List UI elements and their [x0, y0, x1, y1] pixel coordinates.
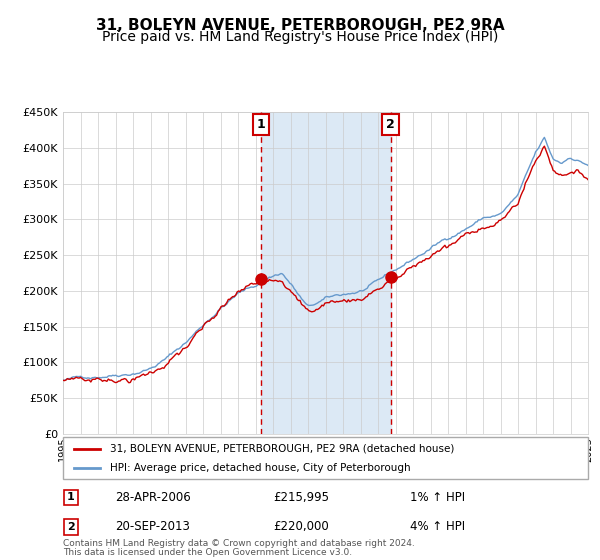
- Text: 2: 2: [386, 118, 395, 131]
- Text: 1: 1: [67, 492, 75, 502]
- Text: 2: 2: [67, 522, 75, 532]
- Bar: [261, 112, 391, 434]
- Text: 28-APR-2006: 28-APR-2006: [115, 491, 191, 504]
- Text: 1: 1: [257, 118, 265, 131]
- Text: £220,000: £220,000: [273, 520, 329, 533]
- Text: Contains HM Land Registry data © Crown copyright and database right 2024.: Contains HM Land Registry data © Crown c…: [63, 539, 415, 548]
- Text: 31, BOLEYN AVENUE, PETERBOROUGH, PE2 9RA: 31, BOLEYN AVENUE, PETERBOROUGH, PE2 9RA: [95, 18, 505, 34]
- Text: £215,995: £215,995: [273, 491, 329, 504]
- Text: Price paid vs. HM Land Registry's House Price Index (HPI): Price paid vs. HM Land Registry's House …: [102, 30, 498, 44]
- Text: 1% ↑ HPI: 1% ↑ HPI: [409, 491, 464, 504]
- Text: HPI: Average price, detached house, City of Peterborough: HPI: Average price, detached house, City…: [110, 463, 411, 473]
- Text: 4% ↑ HPI: 4% ↑ HPI: [409, 520, 464, 533]
- Text: This data is licensed under the Open Government Licence v3.0.: This data is licensed under the Open Gov…: [63, 548, 352, 557]
- Text: 20-SEP-2013: 20-SEP-2013: [115, 520, 190, 533]
- FancyBboxPatch shape: [63, 437, 588, 479]
- Text: 31, BOLEYN AVENUE, PETERBOROUGH, PE2 9RA (detached house): 31, BOLEYN AVENUE, PETERBOROUGH, PE2 9RA…: [110, 444, 455, 454]
